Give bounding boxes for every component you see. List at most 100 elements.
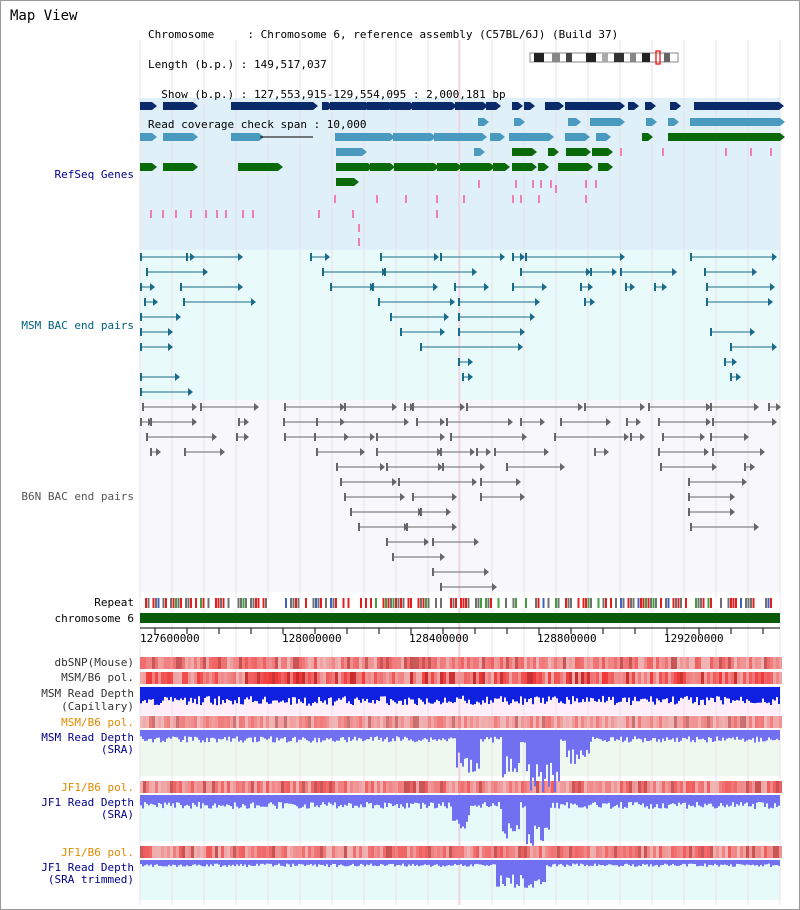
heat-cell: [665, 781, 668, 793]
repeat-track[interactable]: [140, 598, 780, 608]
heat-cell: [614, 781, 617, 793]
depth-bar: [192, 795, 194, 803]
gene-feature: [393, 133, 431, 141]
depth-bar: [262, 687, 264, 700]
heat-cell: [650, 672, 653, 684]
depth-bar: [700, 730, 702, 740]
track-label-msm-bac[interactable]: MSM BAC end pairs: [21, 319, 134, 332]
depth-bar: [690, 860, 692, 864]
heat-cell: [263, 672, 266, 684]
heat-cell: [407, 716, 410, 728]
repeat-mark: [630, 598, 632, 608]
depth-bar: [440, 795, 442, 806]
bac-end: [624, 433, 629, 441]
heat-cell: [344, 716, 347, 728]
depth-bar: [244, 860, 246, 865]
heat-cell: [350, 657, 353, 669]
heat-cell: [347, 781, 350, 793]
heat-cell: [209, 846, 212, 858]
heat-cell: [575, 657, 578, 669]
bac-end: [480, 478, 482, 486]
heat-cell: [557, 781, 560, 793]
depth-bar: [648, 860, 650, 867]
heat-cell: [293, 846, 296, 858]
heat-cell: [566, 781, 569, 793]
track-label-b6n-bac[interactable]: B6N BAC end pairs: [21, 490, 134, 503]
bac-end: [472, 478, 477, 486]
depth-bar: [346, 860, 348, 867]
depth-bar: [320, 730, 322, 743]
depth-bar: [316, 860, 318, 867]
heat-cell: [407, 781, 410, 793]
depth-bar: [464, 687, 466, 701]
msm-bac-end-pairs[interactable]: [140, 253, 777, 396]
heatmap-tracks[interactable]: [140, 657, 782, 858]
repeat-mark: [155, 598, 157, 608]
depth-bar: [194, 795, 196, 805]
heat-cell: [437, 672, 440, 684]
depth-bar: [140, 730, 142, 737]
read-depth-tracks[interactable]: [140, 687, 780, 888]
depth-bar: [438, 687, 440, 702]
depth-bar: [744, 860, 746, 866]
depth-bar: [772, 860, 774, 866]
depth-bar: [366, 795, 368, 803]
depth-bar: [262, 730, 264, 738]
heat-cell: [284, 657, 287, 669]
depth-bar: [494, 730, 496, 737]
page-title: Map View: [10, 8, 78, 24]
depth-bar: [758, 795, 760, 803]
depth-bar: [612, 795, 614, 808]
heat-cell: [356, 657, 359, 669]
depth-bar: [758, 730, 760, 742]
heat-cell: [425, 657, 428, 669]
gene-arrow: [354, 178, 359, 186]
heat-cell: [722, 716, 725, 728]
heat-cell: [200, 657, 203, 669]
depth-bar: [626, 795, 628, 808]
depth-bar: [468, 687, 470, 700]
depth-bar: [520, 687, 522, 697]
depth-bar: [566, 687, 568, 697]
repeat-mark: [490, 598, 492, 608]
depth-bar: [310, 860, 312, 865]
gene-feature: [140, 102, 152, 110]
depth-bar: [740, 730, 742, 740]
depth-bar: [496, 795, 498, 807]
heat-cell: [146, 716, 149, 728]
depth-bar: [504, 687, 506, 698]
depth-bar: [224, 860, 226, 866]
depth-bar: [438, 860, 440, 866]
heat-cell: [542, 657, 545, 669]
heat-cell: [161, 716, 164, 728]
heat-cell: [356, 846, 359, 858]
heat-cell: [257, 672, 260, 684]
depth-bar: [506, 795, 508, 839]
b6n-bac-end-pairs[interactable]: [140, 403, 781, 591]
chromosome-ideogram[interactable]: [529, 50, 679, 65]
heat-cell: [752, 657, 755, 669]
depth-bar: [328, 795, 330, 803]
refseq-gene-features[interactable]: [140, 102, 785, 246]
depth-bar: [206, 860, 208, 865]
heat-cell: [671, 716, 674, 728]
depth-bar: [452, 795, 454, 821]
heat-cell: [206, 781, 209, 793]
bac-end: [776, 403, 781, 411]
heat-cell: [338, 781, 341, 793]
depth-bar: [398, 687, 400, 701]
track-label-refseq[interactable]: RefSeq Genes: [54, 168, 134, 181]
depth-bar: [228, 687, 230, 701]
heat-cell: [557, 846, 560, 858]
depth-bar: [516, 795, 518, 826]
bac-end: [236, 433, 238, 441]
heat-cell: [434, 657, 437, 669]
heat-cell: [590, 657, 593, 669]
gene-feature: [163, 102, 193, 110]
depth-bar: [558, 860, 560, 865]
bac-end: [730, 508, 735, 516]
bac-end: [508, 418, 513, 426]
depth-bar: [214, 730, 216, 739]
depth-bar: [164, 860, 166, 867]
